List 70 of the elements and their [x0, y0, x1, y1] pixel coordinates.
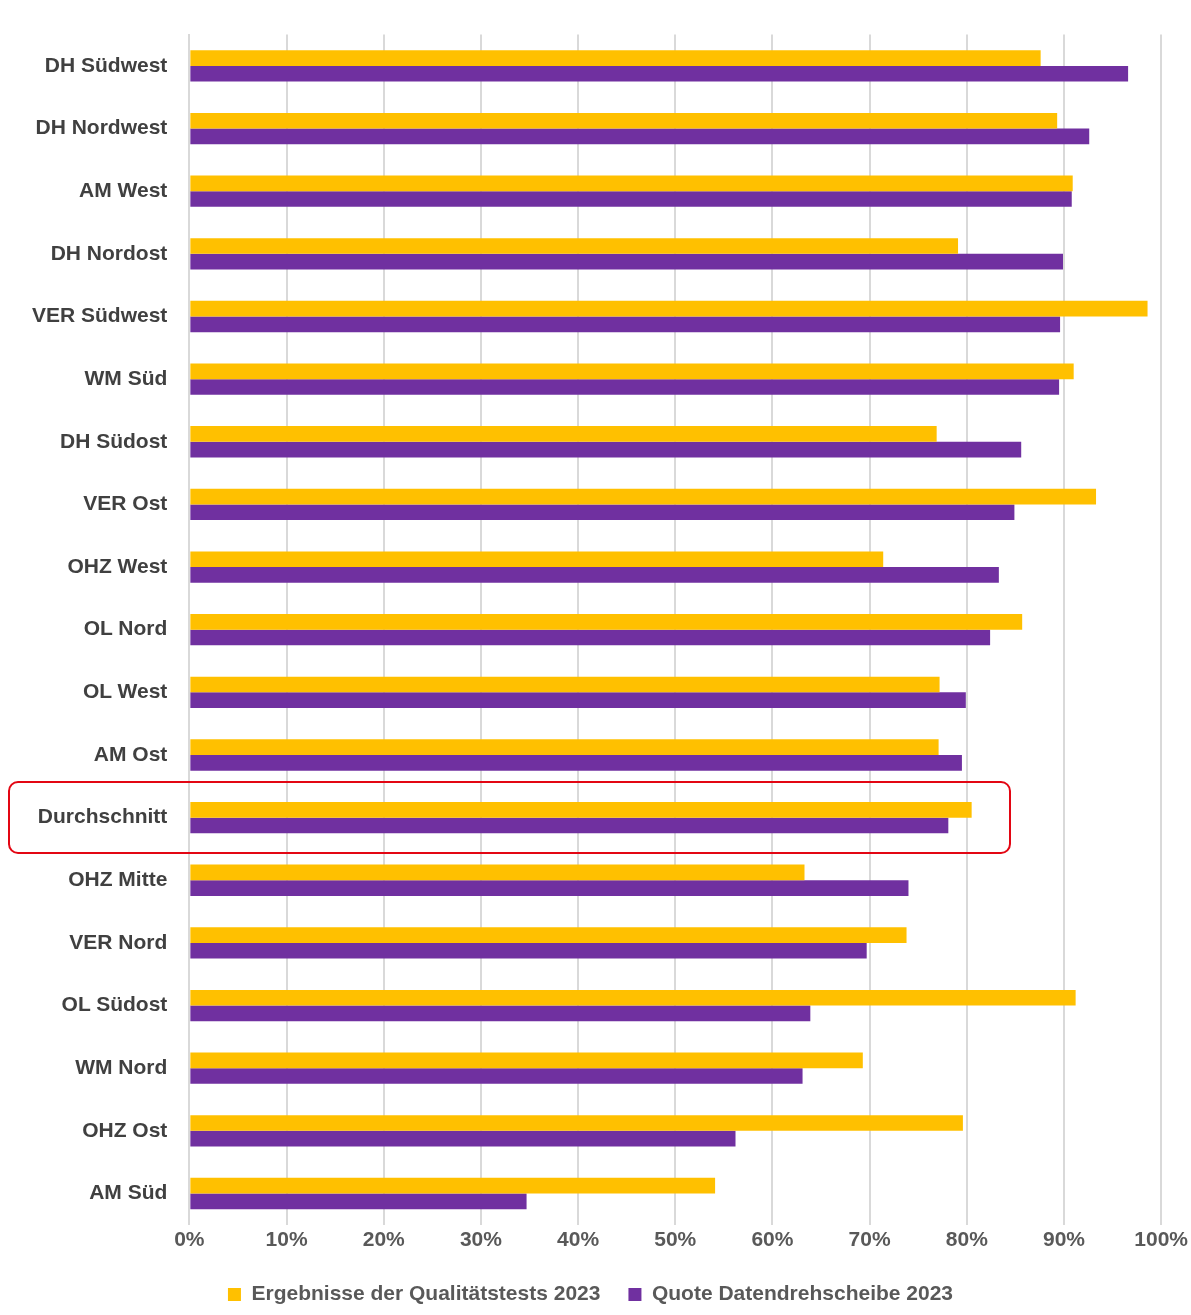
bar: [190, 1115, 963, 1131]
bar: [190, 676, 940, 693]
bar: [190, 692, 966, 708]
bar: [190, 488, 1097, 505]
x-tick-label: 100%: [1134, 1227, 1189, 1251]
y-tick-label: OL Nord: [83, 616, 168, 640]
bar: [190, 253, 1063, 270]
bar: [190, 754, 962, 771]
y-tick-label: AM West: [79, 178, 168, 201]
bar: [190, 379, 1060, 395]
bar: [190, 1130, 736, 1147]
bar: [190, 441, 1022, 458]
y-tick-label: AM Süd: [89, 1180, 168, 1204]
y-tick-label: VER Ost: [83, 491, 168, 515]
bar: [190, 1068, 803, 1084]
y-tick-label: DH Südost: [60, 428, 168, 452]
x-tick-label: 50%: [654, 1227, 697, 1251]
y-tick-label: OL Südost: [61, 992, 168, 1016]
bar: [190, 1005, 811, 1022]
bar: [190, 927, 907, 943]
bar: [190, 1193, 527, 1210]
bar: [190, 363, 1074, 380]
x-tick-label: 80%: [945, 1227, 989, 1251]
bar: [190, 238, 959, 254]
bar: [190, 880, 909, 896]
y-tick-label: WM Süd: [84, 365, 168, 389]
bar: [190, 551, 884, 568]
x-tick-label: 60%: [751, 1227, 794, 1251]
bar: [190, 128, 1090, 145]
x-tick-label: 20%: [362, 1227, 406, 1251]
y-tick-label: OL West: [82, 679, 168, 703]
x-tick-label: 30%: [459, 1227, 503, 1251]
bar: [190, 942, 867, 959]
y-tick-label: WM Nord: [75, 1054, 168, 1078]
bar: [190, 65, 1129, 82]
y-tick-label: OHZ Ost: [82, 1117, 168, 1141]
legend-label: Ergebnisse der Qualitätstests 2023: [251, 1281, 601, 1305]
y-tick-label: DH Südwest: [44, 52, 168, 76]
bar: [190, 567, 999, 583]
bar: [190, 817, 949, 834]
y-tick-label: AM Ost: [93, 741, 168, 765]
bar: [190, 629, 991, 646]
bar: [190, 175, 1073, 192]
x-tick-label: 70%: [848, 1227, 891, 1251]
y-tick-label: DH Nordwest: [35, 115, 168, 139]
bar: [190, 426, 937, 442]
y-tick-label: VER Nord: [69, 929, 168, 953]
bar: [190, 112, 1058, 129]
bar: [190, 1177, 716, 1194]
x-tick-label: 90%: [1042, 1227, 1086, 1251]
bar: [190, 864, 805, 881]
y-tick-label: OHZ Mitte: [68, 867, 168, 891]
bar: [190, 739, 939, 755]
bar: [190, 1052, 863, 1069]
bar: [190, 50, 1041, 66]
bar: [190, 614, 1023, 630]
x-tick-label: 10%: [265, 1227, 308, 1251]
x-tick-label: 40%: [557, 1227, 600, 1251]
bar: [190, 300, 1148, 317]
y-tick-label: DH Nordost: [50, 240, 168, 264]
legend-label: Quote Datendrehscheibe 2023: [651, 1281, 954, 1305]
y-tick-label: OHZ West: [67, 553, 168, 577]
bar: [190, 801, 972, 818]
bar: [190, 316, 1061, 333]
bar: [190, 504, 1015, 521]
bar: [190, 989, 1076, 1006]
x-tick-label: 0%: [174, 1227, 205, 1251]
bar: [190, 191, 1072, 207]
y-tick-label: Durchschnitt: [37, 804, 168, 828]
y-tick-label: VER Südwest: [31, 303, 168, 327]
